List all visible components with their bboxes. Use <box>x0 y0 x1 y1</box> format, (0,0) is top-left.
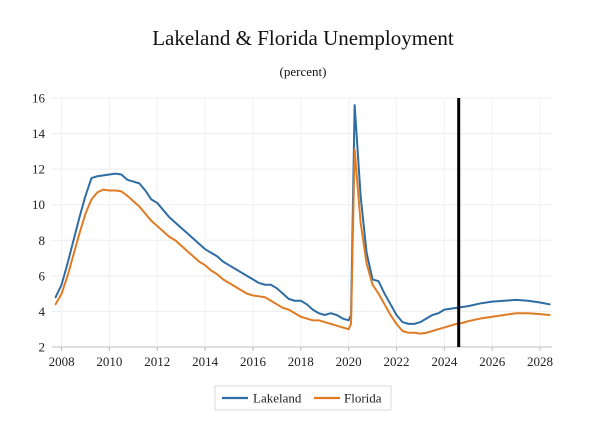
y-tick-label: 8 <box>39 233 46 248</box>
y-axis: 2 4 6 8 10 12 14 16 <box>32 91 46 355</box>
legend-label-lakeland: Lakeland <box>253 391 302 406</box>
y-tick-label: 10 <box>32 197 45 212</box>
x-tick-label: 2024 <box>431 354 458 369</box>
chart-subtitle: (percent) <box>280 64 327 79</box>
y-tick-label: 16 <box>32 91 46 106</box>
y-tick-label: 2 <box>39 340 46 355</box>
series-lines <box>54 104 551 335</box>
series-line-lakeland <box>54 104 551 325</box>
x-tick-label: 2022 <box>383 354 409 369</box>
x-tick-label: 2014 <box>192 354 219 369</box>
legend-label-florida: Florida <box>344 391 382 406</box>
x-tick-label: 2020 <box>336 354 362 369</box>
x-tick-label: 2018 <box>288 354 314 369</box>
grid <box>52 97 552 348</box>
x-tick-label: 2016 <box>240 354 267 369</box>
legend: Lakeland Florida <box>214 385 392 411</box>
x-tick-label: 2026 <box>479 354 506 369</box>
x-tick-label: 2010 <box>96 354 122 369</box>
x-tick-label: 2008 <box>49 354 75 369</box>
series-line-florida <box>54 148 551 335</box>
x-tick-label: 2028 <box>527 354 553 369</box>
y-tick-label: 12 <box>32 162 45 177</box>
x-axis: 2008 2010 2012 2014 2016 2018 2020 2022 2024 2026… <box>49 346 553 369</box>
y-tick-label: 4 <box>39 304 46 319</box>
x-tick-label: 2012 <box>144 354 170 369</box>
y-tick-label: 6 <box>39 268 46 283</box>
y-tick-label: 14 <box>32 126 46 141</box>
chart-title: Lakeland & Florida Unemployment <box>152 26 454 50</box>
